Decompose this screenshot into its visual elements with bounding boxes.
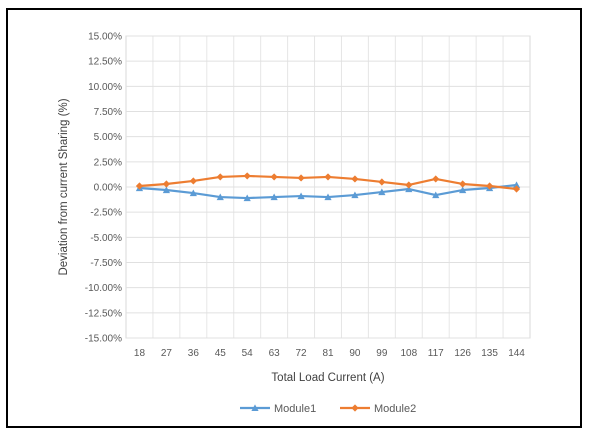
data-point-module2: [297, 174, 305, 182]
horizontal-gridlines: [126, 35, 530, 339]
x-tick-label: 99: [376, 348, 388, 359]
legend-marker-module2: [351, 404, 359, 412]
x-tick-label: 117: [428, 348, 444, 359]
y-tick-label: 2.50%: [94, 157, 122, 168]
y-tick-label: -2.50%: [90, 208, 122, 219]
data-point-module1: [189, 189, 197, 197]
y-tick-label: -10.00%: [85, 283, 122, 294]
x-tick-label: 90: [349, 348, 361, 359]
data-point-module1: [405, 185, 413, 193]
data-point-module2: [405, 181, 413, 189]
chart: 15.00% 12.50% 10.00% 7.50% 5.00% 2.50% 0.00% -2…: [58, 32, 531, 415]
x-tick-label: 72: [296, 348, 308, 359]
data-point-module2: [162, 180, 170, 188]
x-tick-label: 63: [269, 348, 281, 359]
y-tick-label: 12.50%: [88, 57, 122, 68]
series-module1: [135, 181, 521, 202]
data-point-module2: [351, 175, 359, 183]
data-point-module1: [243, 194, 251, 202]
data-point-module1: [270, 193, 278, 201]
y-axis-ticks: 15.00% 12.50% 10.00% 7.50% 5.00% 2.50% 0.00% -2…: [85, 32, 122, 345]
data-point-module1: [162, 186, 170, 194]
y-tick-label: 7.50%: [94, 107, 122, 118]
data-point-module2: [324, 173, 332, 181]
data-point-module1: [512, 181, 521, 189]
series-module2: [135, 172, 521, 193]
data-point-module2: [135, 182, 144, 190]
legend-label-module2: Module2: [374, 403, 416, 415]
chart-frame: 15.00% 12.50% 10.00% 7.50% 5.00% 2.50% 0.00% -2…: [6, 8, 582, 428]
y-tick-label: -12.50%: [85, 308, 122, 319]
data-point-module1: [432, 191, 440, 199]
x-tick-label: 135: [481, 348, 498, 359]
legend-marker-module1: [251, 404, 259, 412]
data-point-module2: [270, 173, 278, 181]
data-point-module1: [297, 192, 305, 200]
legend-label-module1: Module1: [274, 403, 316, 415]
data-point-module2: [243, 172, 251, 180]
data-point-module2: [512, 185, 521, 193]
y-axis-title: Deviation from current Sharing (%): [58, 98, 70, 275]
y-tick-label: -5.00%: [90, 233, 122, 244]
x-tick-label: 27: [161, 348, 173, 359]
x-tick-label: 144: [508, 348, 525, 359]
data-point-module2: [486, 182, 494, 190]
x-tick-label: 126: [454, 348, 471, 359]
x-tick-label: 18: [134, 348, 146, 359]
data-point-module2: [432, 175, 440, 183]
data-point-module2: [216, 173, 224, 181]
y-tick-label: -7.50%: [90, 258, 122, 269]
y-tick-label: 10.00%: [88, 82, 122, 93]
data-point-module1: [216, 193, 224, 201]
data-point-module1: [324, 193, 332, 201]
x-axis-ticks: 18 27 36 45 54 63 72 81 90 99 108 117 126 135 144: [134, 348, 525, 359]
y-tick-label: 15.00%: [88, 32, 122, 43]
x-tick-label: 36: [188, 348, 200, 359]
data-point-module1: [378, 188, 386, 196]
y-tick-label: 0.00%: [94, 183, 122, 194]
data-point-module2: [378, 178, 386, 186]
x-tick-label: 54: [242, 348, 254, 359]
data-point-module2: [459, 180, 467, 188]
x-axis-title: Total Load Current (A): [271, 372, 384, 384]
data-point-module1: [459, 186, 467, 194]
x-tick-label: 108: [400, 348, 417, 359]
data-point-module2: [189, 177, 197, 185]
series-layer: [135, 172, 521, 202]
legend: Module1 Module2: [240, 403, 416, 415]
y-tick-label: -15.00%: [85, 334, 122, 345]
x-tick-label: 45: [215, 348, 227, 359]
data-point-module1: [351, 191, 359, 199]
y-tick-label: 5.00%: [94, 132, 122, 143]
x-tick-label: 81: [322, 348, 334, 359]
